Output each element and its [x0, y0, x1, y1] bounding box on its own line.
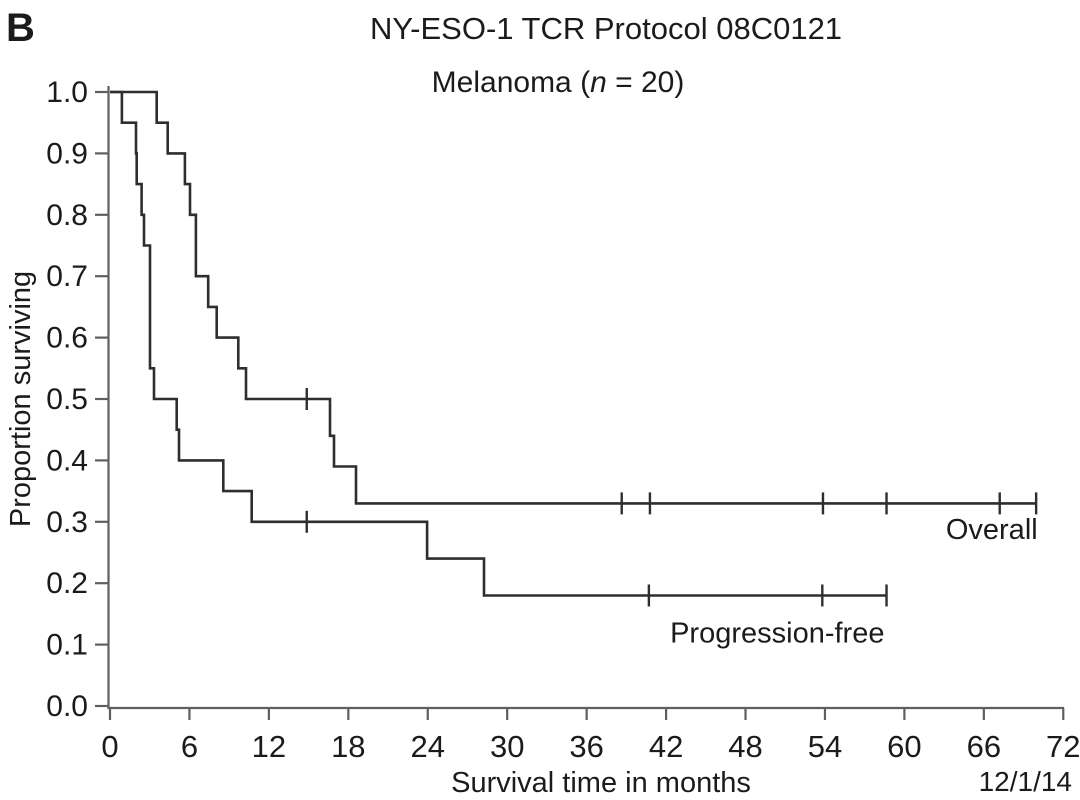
subtitle-suffix: = 20) — [606, 66, 685, 99]
x-tick-label: 6 — [181, 729, 198, 764]
panel-label: B — [6, 6, 35, 50]
y-tick-label: 0.1 — [46, 629, 88, 662]
y-tick-label: 0.8 — [46, 199, 88, 232]
survival-curve-overall — [110, 90, 1037, 505]
x-tick-label: 30 — [490, 729, 524, 764]
date-annotation: 12/1/14 — [979, 766, 1072, 797]
survival-curve-progression-free — [110, 90, 887, 597]
x-tick-label: 48 — [728, 729, 762, 764]
subtitle-prefix: Melanoma ( — [431, 66, 591, 99]
chart-title: NY-ESO-1 TCR Protocol 08C0121 — [369, 11, 843, 46]
x-tick-label: 36 — [569, 729, 603, 764]
y-tick-label: 1.0 — [46, 76, 88, 109]
series-label-overall: Overall — [946, 514, 1038, 546]
series-label-progression-free: Progression-free — [670, 617, 884, 649]
x-axis-title: Survival time in months — [451, 767, 751, 799]
y-axis-title: Proportion surviving — [5, 271, 37, 527]
y-tick-label: 0.0 — [46, 690, 88, 723]
x-tick-label: 72 — [1046, 729, 1080, 764]
x-tick-label: 42 — [649, 729, 683, 764]
subtitle-n: n — [590, 66, 607, 99]
x-tick-label: 24 — [411, 729, 445, 764]
y-tick-label: 0.2 — [46, 567, 88, 600]
x-tick-label: 66 — [967, 729, 1001, 764]
y-tick-label: 0.9 — [46, 137, 88, 170]
y-tick-label: 0.7 — [46, 260, 88, 293]
y-tick-label: 0.5 — [46, 383, 88, 416]
x-tick-label: 60 — [887, 729, 921, 764]
x-tick-label: 54 — [808, 729, 842, 764]
chart-subtitle: Melanoma (n = 20) — [432, 66, 685, 100]
y-tick-label: 0.4 — [46, 444, 88, 477]
y-tick-label: 0.6 — [46, 322, 88, 355]
x-tick-label: 18 — [331, 729, 365, 764]
x-tick-label: 0 — [101, 729, 118, 764]
x-tick-label: 12 — [252, 729, 286, 764]
y-tick-label: 0.3 — [46, 506, 88, 539]
